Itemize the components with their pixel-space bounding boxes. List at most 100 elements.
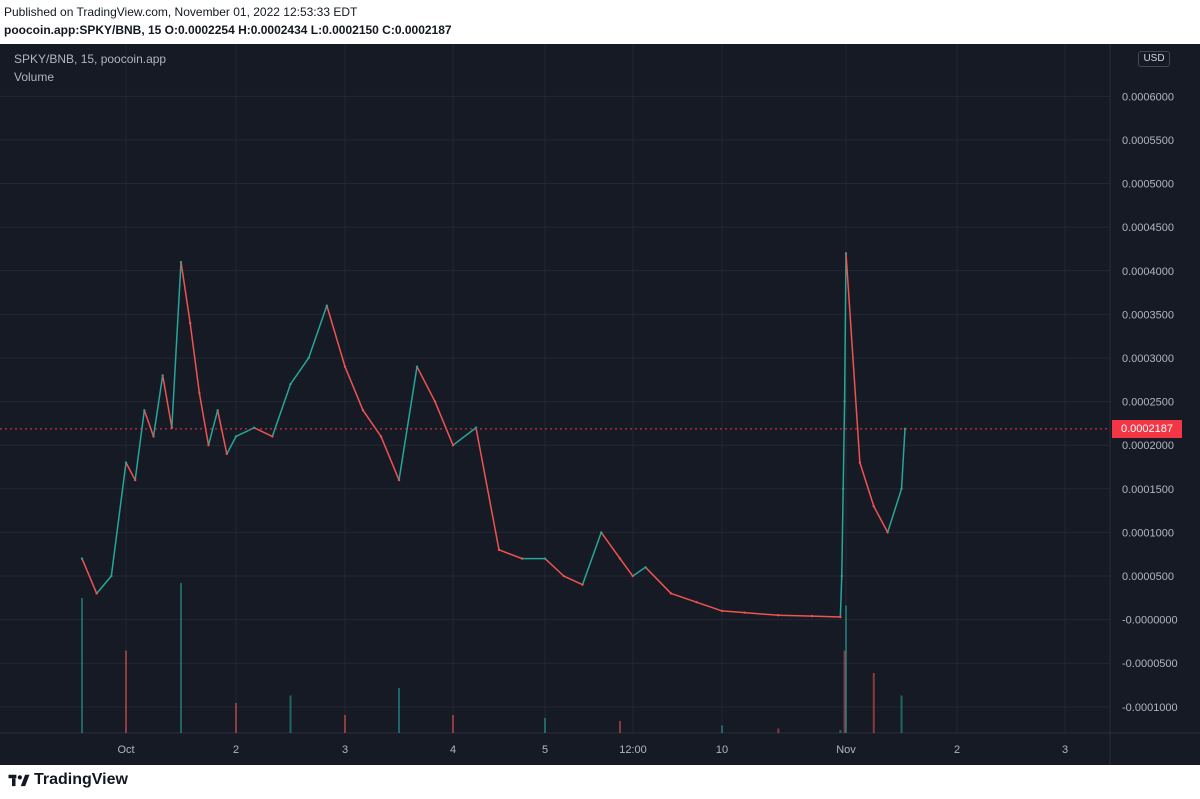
volume-bar (777, 728, 780, 733)
price-point (844, 252, 848, 255)
x-tick-label: 12:00 (619, 744, 647, 756)
volume-bar (81, 598, 83, 733)
price-series-segment (842, 401, 846, 489)
price-series-segment (125, 462, 136, 481)
price-series-segment (886, 488, 903, 533)
volume-bar (544, 718, 546, 733)
volume-bar (452, 715, 454, 733)
tradingview-brand: TradingView (34, 771, 128, 788)
price-series-segment (696, 601, 723, 612)
price-series-segment (289, 357, 310, 385)
volume-bar (721, 725, 723, 733)
price-point (843, 400, 846, 403)
price-point (152, 435, 155, 438)
publish-header: Published on TradingView.com, November 0… (0, 0, 1200, 44)
price-point (225, 452, 229, 456)
price-series-segment (544, 558, 565, 577)
price-point (631, 574, 634, 578)
price-series-segment (81, 558, 98, 594)
price-series-segment (226, 436, 237, 455)
price-chart[interactable]: 0.0006000 0.0005500 0.0005000 0.0004500 0.00… (0, 44, 1200, 765)
y-tick-label: -0.0000500 (1122, 658, 1178, 670)
price-series-segment (362, 409, 382, 437)
price-point (886, 531, 889, 534)
price-series-segment (189, 322, 201, 393)
price-series-segment (812, 615, 841, 618)
y-tick-label: 0.0005000 (1122, 179, 1174, 191)
price-series-segment (581, 532, 602, 585)
price-point (179, 260, 183, 264)
ohlc-readout: poocoin.app:SPKY/BNB, 15 O:0.0002254 H:0… (4, 23, 452, 37)
chart-legend-symbol[interactable]: SPKY/BNB, 15, poocoin.app (14, 52, 167, 66)
price-series-segment (721, 610, 745, 614)
chart-legend-volume[interactable]: Volume (14, 70, 55, 84)
price-point (810, 614, 814, 618)
price-point (124, 461, 128, 464)
y-tick-label: 0.0004500 (1122, 222, 1174, 234)
price-series-segment (152, 375, 164, 437)
price-point (433, 400, 437, 403)
y-tick-label: 0.0003500 (1122, 309, 1174, 321)
price-point (669, 592, 673, 595)
price-series-segment (134, 410, 146, 481)
price-point (618, 557, 622, 560)
volume-bar (839, 730, 842, 733)
price-series-segment (161, 375, 173, 428)
price-series-segment (839, 575, 843, 618)
price-point (777, 614, 780, 617)
volume-bar (619, 721, 621, 733)
price-point (872, 505, 875, 508)
price-point (216, 409, 219, 412)
price-series-segment (845, 253, 861, 463)
price-series-segment (900, 428, 906, 489)
price-point (207, 443, 210, 447)
y-tick-label: -0.0001000 (1122, 702, 1178, 714)
tradingview-logo[interactable]: TradingView (8, 771, 128, 789)
footer: TradingView (0, 765, 1200, 799)
price-series-segment (619, 558, 634, 577)
price-point (451, 443, 455, 447)
price-point (161, 374, 164, 377)
y-tick-label: 0.0001000 (1122, 527, 1174, 539)
price-series-segment (416, 366, 436, 402)
last-price-tag: 0.0002187 (1112, 419, 1182, 438)
price-point (198, 391, 201, 395)
y-tick-label: 0.0005500 (1122, 135, 1174, 147)
price-series-segment (216, 410, 228, 455)
price-point (600, 531, 603, 534)
price-series-segment (778, 614, 813, 617)
price-point (170, 426, 174, 429)
price-point (520, 557, 524, 560)
y-tick-label: 0.0003000 (1122, 353, 1174, 365)
tradingview-logo-icon (8, 774, 30, 787)
price-point (743, 611, 746, 614)
price-series-segment (198, 392, 210, 446)
chart-pane[interactable]: 0.0006000 0.0005500 0.0005000 0.0004500 0.00… (0, 44, 1200, 765)
price-point (581, 583, 584, 586)
price-series-segment (271, 383, 292, 437)
volume-bar (845, 605, 847, 733)
price-series-segment (859, 462, 875, 507)
price-series-segment (475, 427, 500, 550)
x-tick-label: 10 (716, 744, 728, 756)
price-point (143, 409, 146, 412)
y-tick-label: 0.0002500 (1122, 397, 1174, 409)
y-tick-label: 0.0000500 (1122, 571, 1174, 583)
x-tick-label: 2 (233, 744, 239, 756)
price-series-segment (843, 253, 847, 402)
x-tick-label: Oct (117, 744, 134, 756)
price-series-segment (498, 549, 523, 560)
price-series-segment (841, 488, 844, 577)
y-tick-label: 0.0004000 (1122, 266, 1174, 278)
price-series-segment (632, 566, 646, 577)
x-tick-label: 2 (954, 744, 960, 756)
price-series-segment (143, 410, 155, 437)
price-point (397, 478, 401, 482)
price-point (133, 478, 137, 482)
currency-button[interactable]: USD (1138, 51, 1170, 67)
y-tick-label: 0.0006000 (1122, 91, 1174, 103)
volume-bar (398, 688, 400, 733)
price-point (271, 435, 274, 438)
price-point (307, 356, 310, 360)
volume-bar (843, 650, 846, 733)
